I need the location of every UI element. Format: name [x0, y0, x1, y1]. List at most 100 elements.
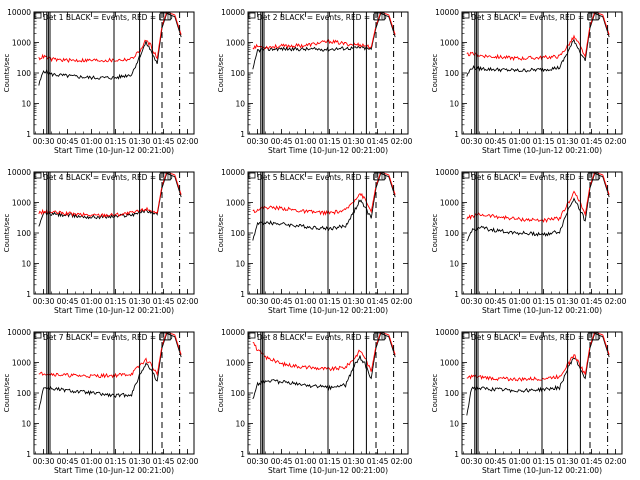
chart-8-series-lld — [252, 331, 396, 372]
chart-5-panel: 1 10 100 1000 10000 00:30 00:45 01:00 01:15 01:30… — [217, 168, 413, 315]
chart-9-xtick-label-7: 02:00 — [605, 457, 627, 466]
chart-5-series-events — [252, 172, 396, 241]
chart-7-ytick-label-2: 10 — [21, 420, 31, 429]
chart-9-title: Det 9 BLACK = Events, RED = LLD — [471, 333, 601, 342]
chart-5-ytick-label-2: 10 — [235, 260, 245, 269]
chart-2-xtick-label-4: 01:15 — [319, 137, 341, 146]
chart-6-xlabel: Start Time (10-Jun-12 00:21:00) — [482, 306, 602, 315]
chart-2-xtick-label-3: 01:00 — [295, 137, 317, 146]
chart-1-xtick-label-1: 00:30 — [33, 137, 55, 146]
chart-2-xtick-label-7: 02:00 — [391, 137, 413, 146]
chart-6-xtick-label-1: 00:30 — [461, 297, 483, 306]
chart-5-xtick-label-2: 00:45 — [271, 297, 293, 306]
chart-2-ytick-label-1: 1 — [240, 130, 245, 139]
chart-8-ytick-label-4: 1000 — [226, 359, 245, 368]
chart-3-xtick-label-3: 01:00 — [509, 137, 531, 146]
chart-1-xtick-label-5: 01:30 — [129, 137, 151, 146]
chart-4-ytick-label-1: 1 — [26, 290, 31, 299]
chart-1-xlabel: Start Time (10-Jun-12 00:21:00) — [54, 146, 174, 155]
chart-3-xtick-label-2: 00:45 — [485, 137, 507, 146]
chart-2-xtick-label-2: 00:45 — [271, 137, 293, 146]
chart-5-xtick-label-7: 02:00 — [391, 297, 413, 306]
chart-9-xtick-label-3: 01:00 — [509, 457, 531, 466]
chart-8-xtick-label-2: 00:45 — [271, 457, 293, 466]
chart-9-ytick-label-4: 1000 — [440, 359, 459, 368]
chart-4-xtick-label-6: 01:45 — [153, 297, 175, 306]
chart-9-xtick-label-4: 01:15 — [533, 457, 555, 466]
chart-2-ytick-label-2: 10 — [235, 100, 245, 109]
chart-3-title: Det 3 BLACK = Events, RED = LLD — [471, 13, 601, 22]
chart-9-ytick-label-3: 100 — [445, 389, 460, 398]
chart-9-ytick-label-2: 10 — [449, 420, 459, 429]
chart-1-series-lld — [38, 11, 182, 63]
chart-7-ylabel: Counts/sec — [3, 374, 11, 413]
chart-8-ytick-label-3: 100 — [231, 389, 246, 398]
chart-8-ytick-label-2: 10 — [235, 420, 245, 429]
chart-6-xtick-label-6: 01:45 — [581, 297, 603, 306]
chart-1-ytick-label-3: 100 — [17, 69, 32, 78]
chart-8-series-events — [252, 332, 396, 400]
chart-3-ytick-label-2: 10 — [449, 100, 459, 109]
chart-7-xtick-label-5: 01:30 — [129, 457, 151, 466]
chart-4-panel: 1 10 100 1000 10000 00:30 00:45 01:00 01:15 01:30… — [3, 168, 199, 315]
chart-6-xtick-label-7: 02:00 — [605, 297, 627, 306]
chart-5-ytick-label-4: 1000 — [226, 199, 245, 208]
chart-8-xtick-label-5: 01:30 — [343, 457, 365, 466]
chart-4-ytick-label-3: 100 — [17, 229, 32, 238]
chart-5-xtick-label-1: 00:30 — [247, 297, 269, 306]
chart-7-xtick-label-7: 02:00 — [177, 457, 199, 466]
chart-7-xtick-label-3: 01:00 — [81, 457, 103, 466]
chart-5-title: Det 5 BLACK = Events, RED = LLD — [257, 173, 387, 182]
chart-7-xtick-label-1: 00:30 — [33, 457, 55, 466]
chart-2-ytick-label-3: 100 — [231, 69, 246, 78]
chart-7-title: Det 7 BLACK = Events, RED = LLD — [43, 333, 173, 342]
chart-3-ytick-label-1: 1 — [454, 130, 459, 139]
chart-2-series-lld — [252, 11, 396, 50]
chart-6-flare-box — [587, 172, 599, 181]
chart-6-series-events — [466, 172, 610, 242]
chart-2-ylabel: Counts/sec — [217, 54, 225, 93]
chart-4-xtick-label-1: 00:30 — [33, 297, 55, 306]
chart-6-ytick-label-2: 10 — [449, 260, 459, 269]
chart-4-title: Det 4 BLACK = Events, RED = LLD — [43, 173, 173, 182]
chart-7-ytick-label-5: 10000 — [7, 328, 31, 337]
chart-3-ytick-label-3: 100 — [445, 69, 460, 78]
chart-3-flare-box — [587, 12, 599, 21]
chart-1-xtick-label-6: 01:45 — [153, 137, 175, 146]
chart-1-flare-box — [159, 12, 171, 21]
chart-4-ytick-label-2: 10 — [21, 260, 31, 269]
chart-8-xtick-label-7: 02:00 — [391, 457, 413, 466]
chart-8-xlabel: Start Time (10-Jun-12 00:21:00) — [268, 466, 388, 475]
chart-4-ytick-label-4: 1000 — [12, 199, 31, 208]
chart-8-title: Det 8 BLACK = Events, RED = LLD — [257, 333, 387, 342]
chart-9-corner-box — [462, 332, 470, 339]
chart-2-panel: 1 10 100 1000 10000 00:30 00:45 01:00 01:15 01:30… — [217, 8, 413, 155]
chart-2-xtick-label-6: 01:45 — [367, 137, 389, 146]
chart-5-corner-box — [248, 172, 256, 179]
chart-3-xtick-label-5: 01:30 — [557, 137, 579, 146]
chart-5-flare-box — [373, 172, 385, 181]
chart-5-series-lld — [252, 171, 396, 216]
chart-9-series-events — [466, 332, 610, 416]
chart-8-flare-box — [373, 332, 385, 341]
chart-7-xtick-label-6: 01:45 — [153, 457, 175, 466]
chart-9-xlabel: Start Time (10-Jun-12 00:21:00) — [482, 466, 602, 475]
chart-3-xtick-label-4: 01:15 — [533, 137, 555, 146]
chart-9-ytick-label-1: 1 — [454, 450, 459, 459]
chart-7-series-lld — [38, 331, 182, 379]
chart-8-ytick-label-5: 10000 — [221, 328, 245, 337]
chart-6-corner-box — [462, 172, 470, 179]
chart-6-panel: 1 10 100 1000 10000 00:30 00:45 01:00 01:15 01:30… — [431, 168, 627, 315]
chart-5-xlabel: Start Time (10-Jun-12 00:21:00) — [268, 306, 388, 315]
chart-4-ytick-label-5: 10000 — [7, 168, 31, 177]
chart-8-xtick-label-3: 01:00 — [295, 457, 317, 466]
chart-3-ytick-label-5: 10000 — [435, 8, 459, 17]
chart-3-xlabel: Start Time (10-Jun-12 00:21:00) — [482, 146, 602, 155]
chart-8-ytick-label-1: 1 — [240, 450, 245, 459]
chart-4-corner-box — [34, 172, 42, 179]
chart-4-series-lld — [38, 171, 182, 218]
chart-6-title: Det 6 BLACK = Events, RED = LLD — [471, 173, 601, 182]
chart-5-ytick-label-1: 1 — [240, 290, 245, 299]
chart-5-xtick-label-6: 01:45 — [367, 297, 389, 306]
chart-1-xtick-label-2: 00:45 — [57, 137, 79, 146]
